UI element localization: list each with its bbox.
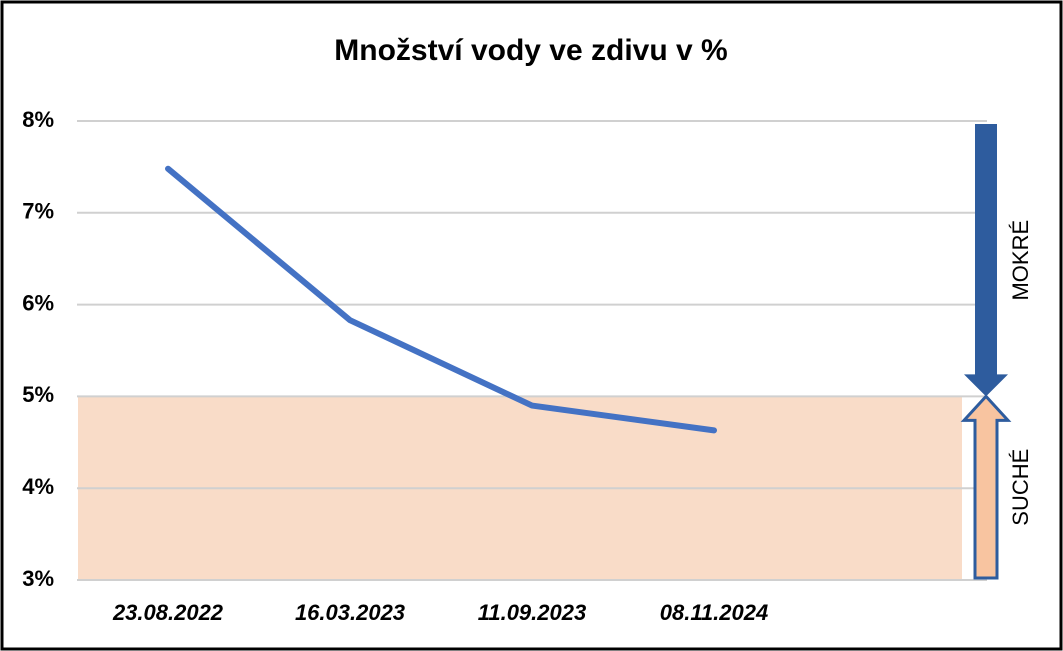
y-tick-label: 5% [22, 382, 54, 407]
x-tick-label: 23.08.2022 [112, 600, 224, 625]
chart-title: Množství vody ve zdivu v % [334, 34, 727, 67]
wet-arrow [964, 124, 1008, 397]
annotation: MOKRÉ [1008, 220, 1033, 301]
annotation: SUCHÉ [1008, 449, 1033, 526]
line-series [165, 165, 717, 434]
y-tick-label: 6% [22, 290, 54, 315]
y-tick-label: 4% [22, 474, 54, 499]
y-tick-label: 3% [22, 566, 54, 591]
x-tick-label: 08.11.2024 [660, 600, 768, 625]
x-tick-label: 11.09.2023 [478, 600, 586, 625]
x-tick-label: 16.03.2023 [295, 600, 405, 625]
y-tick-label: 8% [22, 107, 54, 132]
y-tick-label: 7% [22, 199, 54, 224]
dry-arrow [960, 394, 1012, 580]
